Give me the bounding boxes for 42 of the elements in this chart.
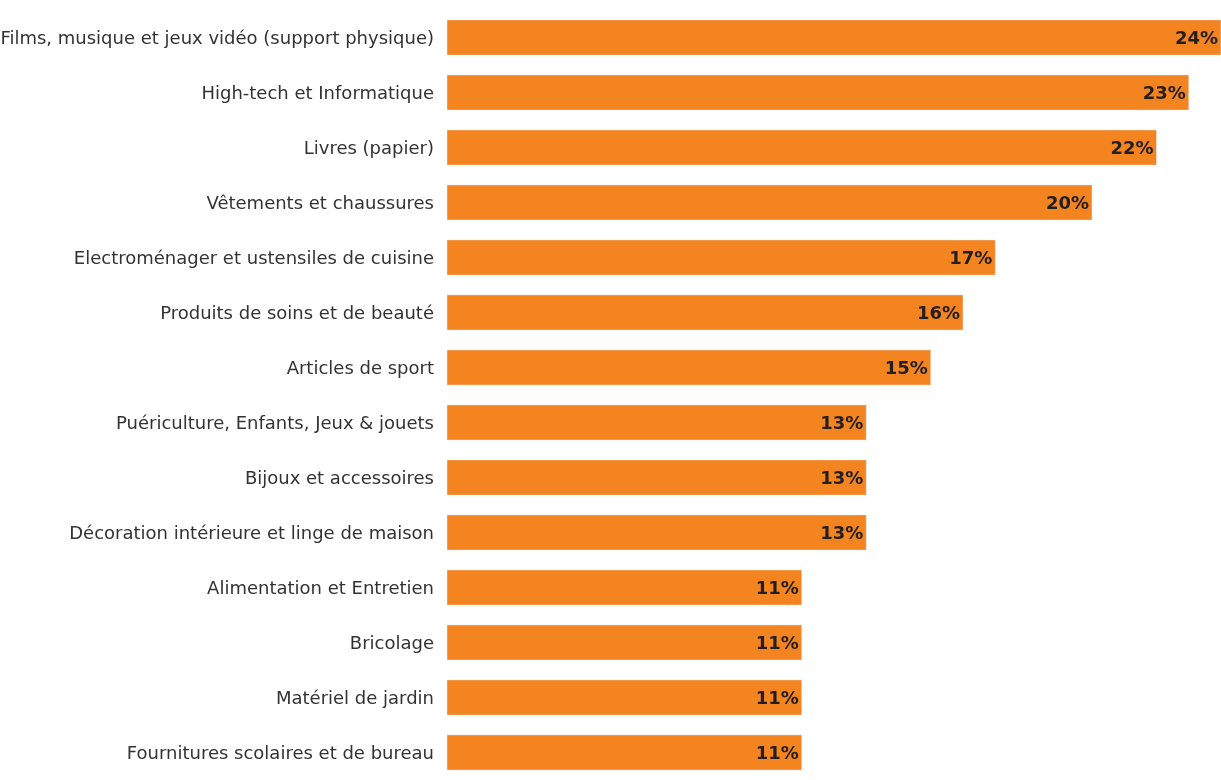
- data-label: 20%: [1045, 192, 1089, 213]
- y-tick-label: Bricolage: [349, 631, 434, 653]
- y-tick-label: Alimentation et Entretien: [207, 576, 434, 598]
- y-tick-label: Livres (papier): [303, 136, 434, 158]
- data-label: 17%: [949, 247, 993, 268]
- data-label: 13%: [820, 467, 864, 488]
- data-label: 13%: [820, 412, 864, 433]
- bar: [447, 19, 1221, 56]
- data-label: 13%: [820, 522, 864, 543]
- data-label: 11%: [755, 577, 799, 598]
- data-label: 22%: [1110, 137, 1154, 158]
- bar: [447, 129, 1157, 166]
- y-tick-label: Films, musique et jeux vidéo (support physique): [0, 26, 434, 48]
- y-tick-label: Electroménager et ustensiles de cuisine: [73, 246, 434, 268]
- y-tick-label: High-tech et Informatique: [201, 81, 434, 103]
- y-tick-label: Vêtements et chaussures: [206, 191, 434, 213]
- data-label: 24%: [1174, 27, 1218, 48]
- data-label: 15%: [884, 357, 928, 378]
- bar: [447, 459, 867, 496]
- bar: [447, 624, 802, 661]
- data-label: 11%: [755, 632, 799, 653]
- y-tick-label: Matériel de jardin: [275, 686, 434, 708]
- bar: [447, 294, 964, 331]
- y-tick-label: Fournitures scolaires et de bureau: [126, 741, 434, 763]
- data-label: 11%: [755, 687, 799, 708]
- data-label: 23%: [1142, 82, 1186, 103]
- bar: [447, 734, 802, 771]
- bar: [447, 74, 1189, 111]
- bar: [447, 514, 867, 551]
- bar: [447, 569, 802, 606]
- bar: [447, 679, 802, 716]
- bar: [447, 239, 996, 276]
- y-tick-label: Articles de sport: [286, 356, 434, 378]
- data-label: 16%: [916, 302, 960, 323]
- bar: [447, 404, 867, 441]
- y-tick-label: Bijoux et accessoires: [244, 466, 434, 488]
- y-tick-label: Puériculture, Enfants, Jeux & jouets: [115, 411, 434, 433]
- bar: [447, 349, 931, 386]
- bar: [447, 184, 1093, 221]
- y-tick-label: Décoration intérieure et linge de maison: [69, 521, 434, 543]
- y-tick-label: Produits de soins et de beauté: [160, 301, 434, 323]
- data-label: 11%: [755, 742, 799, 763]
